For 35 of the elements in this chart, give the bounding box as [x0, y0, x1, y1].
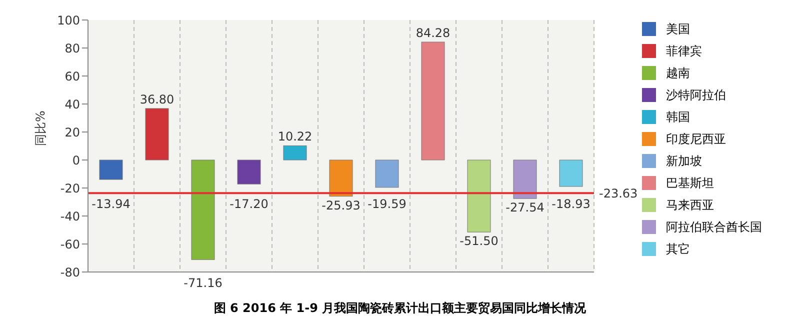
- data-label: 10.22: [278, 130, 312, 144]
- text: 图 6 2016 年 1-9 月我国陶瓷砖累计出口额主要贸易国同比增长情况: [212, 300, 588, 317]
- y-tick-label: -20: [60, 181, 80, 196]
- legend-label: 菲律宾: [666, 42, 702, 60]
- legend-label: 马来西亚: [666, 196, 714, 214]
- ref-line-label: -23.63: [599, 186, 638, 200]
- data-label: 84.28: [416, 26, 450, 40]
- y-tick-label: 0: [72, 153, 80, 168]
- legend-label: 美国: [666, 20, 690, 38]
- y-tick-label: 40: [64, 97, 80, 112]
- data-label: -13.94: [92, 197, 130, 212]
- legend-label: 阿拉伯联合酋长国: [666, 218, 762, 236]
- legend-label: 巴基斯坦: [666, 174, 714, 192]
- y-tick-label: -60: [60, 237, 80, 252]
- data-label: -51.50: [460, 234, 498, 248]
- y-tick-label: 100: [57, 13, 80, 28]
- legend-label: 沙特阿拉伯: [666, 86, 726, 104]
- legend-label: 印度尼西亚: [666, 130, 726, 148]
- data-label: -17.20: [230, 197, 268, 212]
- y-tick-label: -40: [60, 209, 80, 224]
- y-tick-label: -80: [60, 265, 80, 280]
- y-tick-label: 80: [64, 41, 80, 56]
- data-label: -19.59: [368, 197, 406, 212]
- data-label: -71.16: [184, 276, 222, 290]
- data-label: -25.93: [322, 198, 360, 212]
- data-label: -27.54: [506, 200, 544, 215]
- legend-label: 其它: [666, 240, 690, 258]
- legend-label: 新加坡: [666, 152, 702, 170]
- y-tick-label: 20: [64, 125, 80, 140]
- data-label: 36.80: [140, 92, 174, 106]
- legend-label: 越南: [666, 64, 690, 82]
- y-axis-title: 同比%: [33, 110, 48, 146]
- legend-label: 韩国: [666, 108, 690, 126]
- data-label: -18.93: [552, 197, 590, 212]
- y-tick-label: 60: [64, 69, 80, 84]
